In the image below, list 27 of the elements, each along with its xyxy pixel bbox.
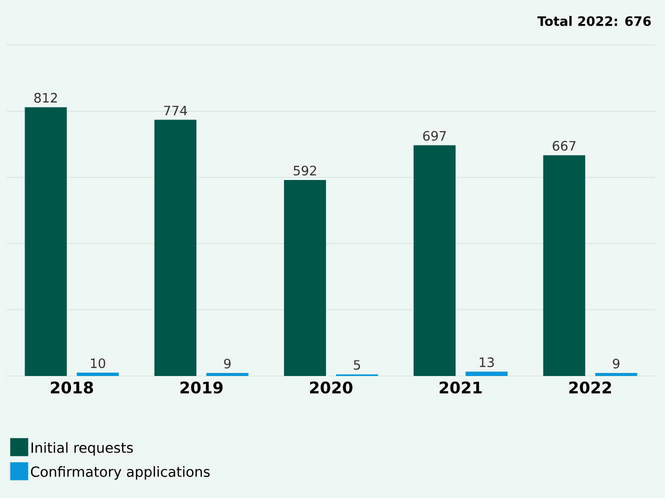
data-label: 592 bbox=[294, 166, 316, 176]
bar bbox=[154, 120, 196, 376]
chart-title: Total 2022: 676 bbox=[537, 16, 651, 26]
bar bbox=[543, 155, 586, 376]
x-tick-label: 2021 bbox=[440, 382, 482, 394]
bar bbox=[284, 180, 326, 376]
bar bbox=[76, 372, 119, 376]
data-label: 5 bbox=[354, 360, 360, 370]
data-label: 812 bbox=[34, 92, 57, 103]
x-tick-label: 2018 bbox=[50, 382, 94, 394]
data-label: 697 bbox=[423, 130, 446, 141]
data-label: 774 bbox=[164, 106, 188, 116]
data-label: 10 bbox=[90, 358, 106, 368]
data-label: 9 bbox=[224, 358, 231, 368]
bar bbox=[414, 145, 456, 376]
legend-label: Confirmatory applications bbox=[30, 466, 210, 480]
bar bbox=[24, 107, 67, 376]
data-label: 667 bbox=[552, 140, 576, 151]
data-label: 13 bbox=[480, 357, 494, 368]
x-tick-label: 2020 bbox=[310, 382, 352, 394]
legend-label: Initial requests bbox=[32, 442, 133, 456]
data-label: 9 bbox=[612, 358, 620, 368]
x-tick-label: 2019 bbox=[180, 382, 223, 394]
bar bbox=[206, 373, 248, 376]
bar bbox=[466, 372, 508, 376]
bar bbox=[595, 373, 638, 376]
x-tick-label: 2022 bbox=[569, 382, 612, 394]
